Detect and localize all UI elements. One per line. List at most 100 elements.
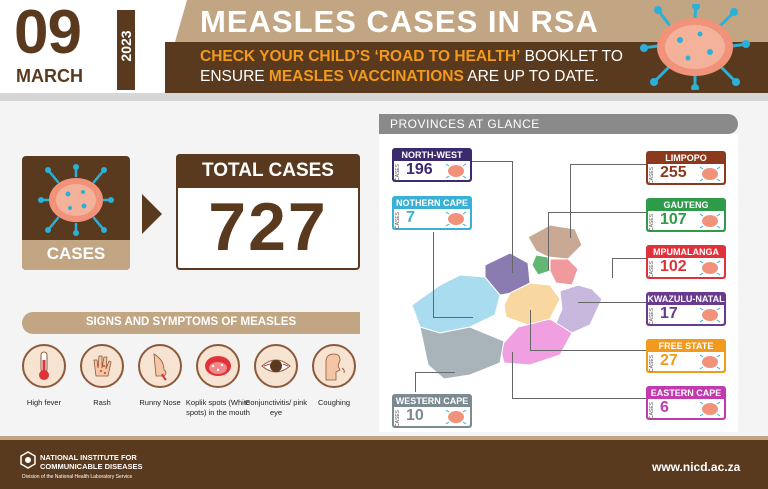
- cases-word: CASES: [649, 308, 655, 325]
- eye-icon: [254, 344, 298, 388]
- symptom-label: Conjunctivitis/ pink eye: [244, 398, 308, 417]
- leader-line: [512, 398, 646, 399]
- leader-line: [612, 258, 646, 259]
- leader-line: [530, 310, 531, 350]
- page-title: MEASLES CASES IN RSA: [200, 4, 599, 39]
- leader-line: [433, 232, 434, 317]
- subtitle-text-2: ARE UP TO DATE.: [463, 68, 599, 85]
- province-value: 255: [660, 164, 687, 181]
- province-gauteng: GAUTENG CASES 107: [646, 198, 726, 232]
- nicd-logo-icon: [20, 451, 36, 469]
- org-name: NATIONAL INSTITUTE FOR COMMUNICABLE DISE…: [40, 453, 143, 471]
- leader-line: [512, 352, 513, 398]
- cases-label: CASES: [46, 244, 106, 263]
- province-name: KWAZULU-NATAL: [647, 294, 725, 304]
- thermometer-icon: [22, 344, 66, 388]
- province-value: 6: [660, 399, 669, 416]
- province-name: WESTERN CAPE: [395, 396, 469, 406]
- leader-line: [570, 164, 646, 165]
- leader-line: [512, 161, 513, 273]
- virus-icon: [445, 163, 467, 179]
- virus-icon: [699, 354, 721, 370]
- symptom-label: Coughing: [317, 398, 351, 407]
- subtitle-highlight-2: MEASLES VACCINATIONS: [268, 68, 464, 85]
- virus-icon: [699, 307, 721, 323]
- date-day: 09: [14, 0, 82, 67]
- subtitle-highlight-1: CHECK YOUR CHILD’S ‘ROAD TO HEALTH’: [200, 48, 521, 65]
- leader-line: [612, 258, 613, 278]
- virus-icon: [699, 166, 721, 182]
- date-block: 09 MARCH: [0, 0, 118, 93]
- org-name-line1: NATIONAL INSTITUTE FOR: [40, 453, 137, 462]
- cases-word: CASES: [649, 214, 655, 231]
- province-value: 102: [660, 258, 687, 275]
- hand-rash-icon: [80, 344, 124, 388]
- province-value: 196: [406, 161, 433, 178]
- subtitle-text-1: BOOKLET TO ENSURE: [200, 48, 623, 85]
- provinces-band: [379, 114, 738, 134]
- total-cases-label: TOTAL CASES: [202, 160, 334, 181]
- leader-line: [570, 164, 571, 238]
- symptom-label: Koplik spots (White spots) in the mouth: [185, 398, 251, 417]
- cases-word: CASES: [649, 402, 655, 419]
- footer: [0, 440, 768, 489]
- leader-line: [578, 302, 646, 303]
- org-name-line2: COMMUNICABLE DISEASES: [40, 462, 143, 471]
- province-kwazulu-natal: KWAZULU-NATAL CASES 17: [646, 292, 726, 326]
- cases-label-band: [22, 240, 130, 270]
- cases-word: CASES: [649, 261, 655, 278]
- org-subtitle: Division of the National Health Laborato…: [22, 474, 133, 480]
- cases-word: CASES: [649, 355, 655, 372]
- virus-icon: [445, 211, 467, 227]
- leader-line: [472, 161, 512, 162]
- province-name: GAUTENG: [663, 200, 709, 210]
- province-limpopo: LIMPOPO CASES 255: [646, 151, 726, 185]
- cases-word: CASES: [395, 212, 401, 229]
- nose-icon: [138, 344, 182, 388]
- province-value: 17: [660, 305, 678, 322]
- subtitle: CHECK YOUR CHILD’S ‘ROAD TO HEALTH’ BOOK…: [200, 47, 640, 87]
- virus-icon: [699, 260, 721, 276]
- province-mpumalanga: MPUMALANGA CASES 102: [646, 245, 726, 279]
- province-name: NORTH-WEST: [401, 150, 463, 160]
- province-name: MPUMALANGA: [653, 247, 719, 257]
- province-north-west: NORTH-WEST CASES 196: [392, 148, 472, 182]
- date-month: MARCH: [16, 66, 83, 86]
- leader-line: [530, 350, 646, 351]
- province-western-cape: WESTERN CAPE CASES 10: [392, 394, 472, 428]
- province-value: 107: [660, 211, 687, 228]
- website-link[interactable]: www.nicd.ac.za: [652, 460, 741, 474]
- header: 09 MARCH 2023 MEASLES CASES IN RSA CHECK…: [0, 0, 768, 93]
- virus-icon: [699, 401, 721, 417]
- cases-word: CASES: [395, 164, 401, 181]
- province-name: LIMPOPO: [665, 153, 707, 163]
- province-free-state: FREE STATE CASES 27: [646, 339, 726, 373]
- province-name: NOTHERN CAPE: [395, 198, 468, 208]
- cases-word: CASES: [649, 167, 655, 184]
- cough-icon: [312, 344, 356, 388]
- virus-icon: [640, 4, 750, 90]
- symptom-label: Rash: [93, 398, 111, 407]
- symptom-label: High fever: [26, 398, 62, 407]
- header-divider: [0, 93, 768, 101]
- mouth-icon: [196, 344, 240, 388]
- leader-line: [415, 372, 416, 392]
- province-value: 27: [660, 352, 678, 369]
- virus-icon: [699, 213, 721, 229]
- symptoms-band: [22, 312, 360, 334]
- footer-accent: [0, 436, 768, 440]
- virus-icon: [38, 164, 114, 236]
- leader-line: [548, 212, 549, 270]
- virus-icon: [445, 409, 467, 425]
- province-northern-cape: NOTHERN CAPE CASES 7: [392, 196, 472, 230]
- symptom-label: Runny Nose: [139, 398, 181, 407]
- province-name: FREE STATE: [658, 341, 714, 351]
- cases-word: CASES: [395, 410, 401, 427]
- province-value: 7: [406, 209, 415, 226]
- leader-line: [548, 212, 646, 213]
- south-africa-map: [411, 224, 603, 380]
- leader-line: [415, 372, 455, 373]
- year-bar: [117, 10, 135, 90]
- total-cases-value: 727: [208, 189, 328, 265]
- province-eastern-cape: EASTERN CAPE CASES 6: [646, 386, 726, 420]
